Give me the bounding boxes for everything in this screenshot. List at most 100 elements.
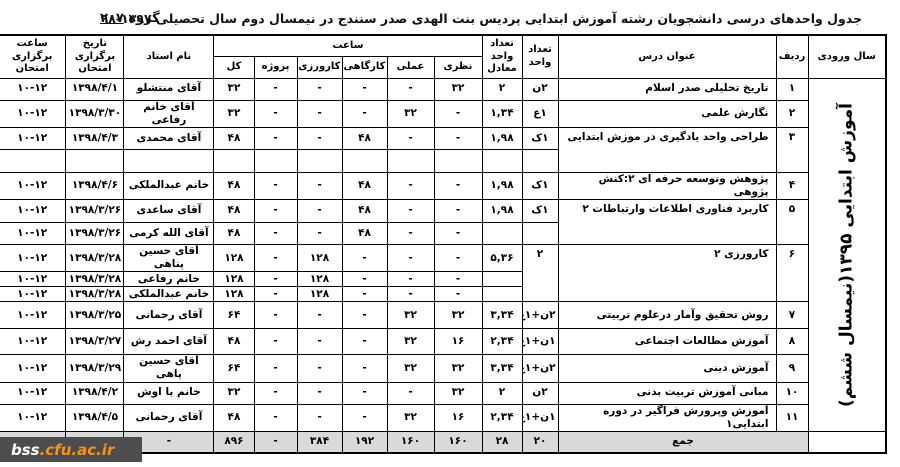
table-cell: - (386, 126, 435, 150)
table-cell: ۱ن+۱ع (521, 328, 559, 356)
totals-entry-year-cell (807, 430, 887, 454)
table-cell: ۳۲ (386, 328, 435, 356)
entry-year-cell: آموزش ابتدایی ۱۳۹۵(نیمسال ششم) (807, 77, 887, 432)
table-cell (213, 148, 255, 173)
header-cell-hours-practical: عملی (386, 55, 435, 79)
table-cell: ۱۰-۱۲ (0, 271, 67, 288)
table-cell: خانم عبدالملکی (123, 286, 215, 303)
table-cell: - (253, 328, 298, 356)
group-number: ۲۰۷ (100, 11, 124, 26)
table-cell: ۱۶ (433, 328, 483, 356)
table-cell: ۲۰ (521, 430, 559, 454)
table-cell: ۱۳۹۸/۳/۲۷ (65, 328, 125, 356)
table-cell: ۱۰-۱۲ (0, 286, 67, 303)
table-cell (0, 148, 67, 173)
table-cell: ۱۳۹۸/۴/۲ (65, 381, 125, 405)
table-cell: ۳۲ (386, 354, 435, 383)
table-cell: - (296, 222, 343, 245)
table-cell: ۱۲۸ (213, 286, 255, 303)
table-cell: - (386, 271, 435, 288)
table-cell: ۱۳۹۸/۳/۲۸ (65, 243, 125, 273)
table-cell: - (296, 403, 343, 432)
table-cell (521, 222, 559, 245)
page-title: جدول واحدهای درسی دانشجویان رشته آموزش ا… (100, 11, 862, 26)
table-cell: - (433, 126, 483, 150)
table-cell: - (433, 243, 483, 273)
table-row: ۵ کاربرد فناوری اطلاعات وارتباطات ۲ ۱ک ۱,۹۸… (0, 199, 886, 245)
course-units-table: سال ورودی ردیف عنوان درس تعداد واحد تعدا… (0, 34, 887, 455)
table-cell: ۲,۳۴ (481, 328, 523, 356)
table-cell (123, 148, 215, 173)
table-cell: ۱۰-۱۲ (0, 99, 67, 128)
table-cell: ۱۰-۱۲ (0, 328, 67, 356)
table-cell: ۷ (775, 301, 809, 330)
table-cell: ۱۱ (775, 403, 809, 432)
table-cell: ۲ (481, 77, 523, 101)
table-cell: ۴۸ (341, 222, 388, 245)
table-cell: ۱ک (521, 199, 559, 223)
table-cell: ۱۳۹۸/۳/۲۶ (65, 222, 125, 245)
table-cell: - (386, 77, 435, 101)
table-cell: ۱۳۹۸/۳/۲۵ (65, 301, 125, 330)
table-cell: - (386, 286, 435, 303)
table-cell: ۸ (775, 328, 809, 356)
table-cell (296, 148, 343, 173)
table-cell: - (386, 171, 435, 201)
table-cell: ۱۳۹۸/۴/۶ (65, 171, 125, 201)
header-cell-exam-time: ساعت برگزاری امتحان (0, 34, 67, 79)
table-cell: ۲ن+۱ع (521, 301, 559, 330)
table-cell: - (341, 286, 388, 303)
table-cell: ۲,۳۴ (481, 403, 523, 432)
table-cell: ۱۰-۱۲ (0, 301, 67, 330)
table-cell: - (386, 243, 435, 273)
table-cell: ۴۸ (213, 328, 255, 356)
table-cell: - (296, 199, 343, 223)
table-cell: ۳۲ (433, 354, 483, 383)
table-cell: - (341, 99, 388, 128)
table-cell: خانم عبدالملکی (123, 171, 215, 201)
header-cell-instructor: نام استاد (123, 34, 215, 79)
table-cell: ۱۳۹۸/۴/۱ (65, 77, 125, 101)
table-cell: ۱,۹۸ (481, 126, 523, 150)
table-cell: ۱ک (521, 126, 559, 150)
header-cell-units: تعداد واحد (521, 34, 559, 79)
table-cell: آقای رحمانی (123, 403, 215, 432)
table-cell: آموزش مطالعات اجتماعی (557, 328, 777, 356)
table-row: ۲ نگارش علمی ۱ع ۱,۳۴-۳۲- - -۳۲ آقای خانم رفاعی… (0, 99, 886, 128)
table-cell: ۲ (775, 99, 809, 128)
table-cell: - (341, 403, 388, 432)
table-cell: - (123, 430, 215, 454)
table-cell: ۳۲ (433, 301, 483, 330)
table-cell: ۴۸ (213, 222, 255, 245)
header-cell-exam-date: تاریخ برگزاری امتحان (65, 34, 125, 79)
table-cell: ۱۰-۱۲ (0, 354, 67, 383)
table-cell: - (253, 99, 298, 128)
table-cell (521, 148, 559, 173)
table-cell: ۳۲ (213, 99, 255, 128)
table-cell: ۳۲ (386, 99, 435, 128)
table-cell: - (433, 99, 483, 128)
table-cell: ۱۶۰ (433, 430, 483, 454)
header-cell-hours-workshop: کارگاهی (341, 55, 388, 79)
table-cell: ۶۴ (213, 354, 255, 383)
table-cell: ۵,۳۶ (481, 243, 523, 273)
table-cell: ۴ (775, 171, 809, 201)
table-cell: ۴۸ (341, 126, 388, 150)
site-name-bold: bss (11, 440, 40, 459)
table-cell: ۶ (775, 243, 809, 303)
table-cell: طراحی واحد یادگیری در موزش ابتدایی (557, 126, 777, 173)
table-cell: ۳۲ (213, 77, 255, 101)
header-cell-hours-internship: کارورزی (296, 55, 343, 79)
table-cell: ۱۲۸ (296, 286, 343, 303)
site-watermark: bss .cfu.ac.ir (0, 437, 142, 462)
table-cell: آقای حسین پناهی (123, 243, 215, 273)
table-cell: ۱۲۸ (296, 243, 343, 273)
table-cell (481, 271, 523, 288)
table-cell (481, 222, 523, 245)
table-cell: - (341, 354, 388, 383)
table-cell: ۴۸ (341, 171, 388, 201)
table-cell: ۲ن (521, 381, 559, 405)
table-cell: - (296, 126, 343, 150)
